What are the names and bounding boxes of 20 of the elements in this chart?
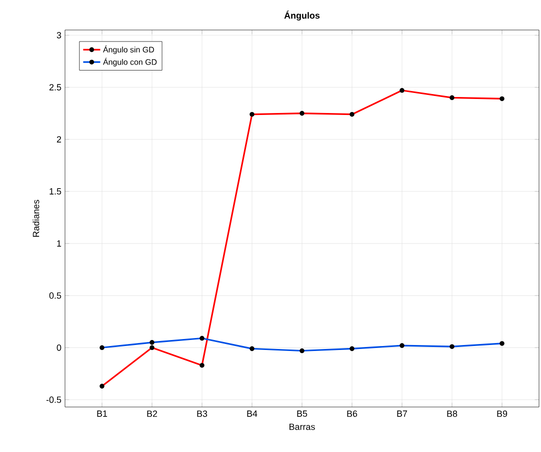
x-tick-label: B3 bbox=[197, 410, 208, 417]
y-tick-label: 0 bbox=[56, 344, 62, 351]
x-axis-title: Barras bbox=[290, 424, 315, 430]
x-tick-label: B5 bbox=[297, 410, 308, 417]
x-tick-label: B6 bbox=[347, 410, 358, 417]
x-tick-label: B8 bbox=[447, 410, 458, 417]
x-tick-label: B9 bbox=[497, 410, 508, 417]
y-tick-label: 1.5 bbox=[50, 188, 62, 195]
y-tick-label: -0.5 bbox=[46, 396, 62, 403]
y-tick-label: 3 bbox=[56, 32, 62, 38]
y-tick-label: 1 bbox=[57, 240, 62, 247]
y-tick-label: 2.5 bbox=[49, 84, 62, 90]
x-tick-label: B4 bbox=[247, 410, 258, 417]
y-tick-label: 0.5 bbox=[49, 292, 62, 299]
y-axis-title: Radianes bbox=[32, 200, 40, 237]
x-tick-label: B2 bbox=[147, 410, 158, 417]
y-tick-label: 2 bbox=[56, 136, 62, 142]
chart-title: Ángulos bbox=[284, 10, 320, 20]
x-tick-label: B1 bbox=[97, 410, 108, 417]
x-tick-label: B7 bbox=[397, 410, 408, 417]
